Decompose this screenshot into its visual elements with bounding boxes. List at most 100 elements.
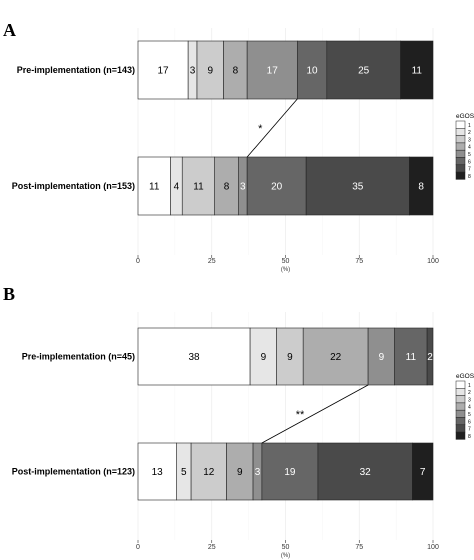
panel-a-segment-label: 3: [240, 182, 246, 193]
panel-b-legend-swatch-2: [455, 388, 466, 396]
panel-a-tick-label: 0: [136, 258, 140, 265]
panel-b-axis-unit: (%): [281, 553, 290, 559]
panel-b-bar-segment-7: [426, 327, 434, 386]
panel-b-label: B: [3, 284, 15, 304]
panel-b-tick-label: 75: [355, 544, 363, 551]
panel-b-legend-swatch-8: [455, 431, 466, 440]
panel-b-bar-segment-3: [276, 327, 304, 386]
panel-a-legend-swatch-8: [455, 171, 466, 180]
panel-b-segment-label: 19: [284, 467, 296, 478]
panel-a-bar-segment-3: [181, 156, 216, 216]
panel-a-segment-label: 20: [271, 182, 283, 193]
panel-a-legend-item: 1: [468, 123, 471, 129]
panel-b-bar-segment-1: [137, 442, 177, 501]
panel-b-category-label: Pre-implementation (n=45): [22, 352, 135, 362]
panel-b-bar-segment-3: [190, 442, 227, 501]
panel-b-significance-marker: **: [296, 409, 305, 421]
panel-a-legend-item: 7: [468, 167, 471, 173]
panel-b-legend-swatch-4: [455, 402, 466, 411]
panel-a-legend-swatch-2: [455, 128, 466, 136]
panel-a-legend-item: 8: [468, 174, 471, 180]
panel-b-legend-item: 3: [468, 397, 471, 403]
panel-a-legend-item: 2: [468, 130, 471, 136]
panel-b-legend-item: 1: [468, 383, 471, 389]
panel-b-bar-segment-2: [249, 327, 277, 386]
panel-b-legend-title: eGOS: [456, 373, 474, 380]
panel-a-segment-label: 17: [158, 66, 170, 77]
panel-b-legend-item: 5: [468, 412, 471, 418]
panel-b-bar-segment-4: [302, 327, 369, 386]
panel-b-legend-swatch-5: [455, 409, 466, 418]
panel-b-legend-swatch-6: [455, 417, 466, 426]
panel-b-segment-label: 9: [261, 352, 267, 363]
panel-b-legend-item: 8: [468, 434, 471, 440]
panel-b-legend-swatch-3: [455, 395, 466, 404]
panel-a-legend-item: 4: [468, 145, 471, 151]
panel-b-legend-item: 6: [468, 419, 471, 425]
panel-a-segment-label: 9: [207, 66, 213, 77]
panel-a-segment-label: 8: [418, 182, 424, 193]
panel-a-segment-label: 3: [190, 66, 196, 77]
panel-a-legend-swatch-6: [455, 157, 466, 166]
panel-a-segment-label: 35: [352, 182, 364, 193]
panel-b-segment-label: 3: [255, 467, 261, 478]
panel-b-segment-label: 7: [420, 467, 426, 478]
panel-b-category-label: Post-implementation (n=123): [12, 467, 135, 477]
panel-b-segment-label: 9: [287, 352, 293, 363]
panel-a-bar-segment-5: [246, 40, 298, 100]
panel-a-legend-item: 6: [468, 159, 471, 165]
panel-a-segment-label: 4: [174, 182, 180, 193]
panel-a-bar-segment-3: [196, 40, 224, 100]
panel-b-legend-swatch-1: [455, 380, 466, 389]
panel-b-legend-item: 4: [468, 405, 471, 411]
panel-a-tick-label: 50: [282, 258, 290, 265]
panel-b-legend-item: 7: [468, 427, 471, 433]
panel-b-bar-segment-7: [317, 442, 413, 501]
panel-a-bar-segment-7: [305, 156, 410, 216]
panel-a-segment-label: 11: [412, 66, 423, 77]
panel-a-significance-marker: *: [258, 123, 263, 135]
panel-a-legend-swatch-5: [455, 149, 466, 158]
panel-a-segment-label: 25: [358, 66, 370, 77]
panel-a-bar-segment-1: [137, 156, 171, 216]
panel-a-bar-segment-7: [326, 40, 401, 100]
panel-a-category-label: Pre-implementation (n=143): [17, 65, 135, 75]
panel-b-tick-label: 50: [282, 544, 290, 551]
panel-b-connector-line: [261, 384, 369, 444]
panel-b-segment-label: 2: [427, 352, 433, 363]
panel-b-legend-swatch-7: [455, 424, 466, 433]
panel-a-connector-line: [246, 98, 298, 158]
panel-a-segment-label: 10: [306, 66, 318, 77]
panel-a-tick-label: 100: [427, 258, 439, 265]
panel-a-legend-swatch-7: [455, 164, 466, 173]
panel-a-label: A: [3, 20, 16, 40]
panel-b-legend-item: 2: [468, 390, 471, 396]
panel-a-axis-unit: (%): [281, 267, 290, 273]
panel-b-segment-label: 22: [330, 352, 342, 363]
panel-b-segment-label: 32: [360, 467, 372, 478]
panel-b-tick-label: 0: [136, 544, 140, 551]
panel-a-bar-segment-6: [246, 156, 307, 216]
panel-a-legend-swatch-1: [455, 120, 466, 129]
panel-a-category-label: Post-implementation (n=153): [12, 181, 135, 191]
panel-b-bar-segment-1: [137, 327, 251, 386]
panel-b-segment-label: 9: [237, 467, 243, 478]
panel-a-tick-label: 75: [355, 258, 363, 265]
panel-b-segment-label: 11: [406, 352, 417, 363]
panel-a-legend-title: eGOS: [456, 113, 474, 120]
panel-a-segment-label: 8: [224, 182, 230, 193]
panel-a-segment-label: 17: [267, 66, 279, 77]
panel-b-segment-label: 5: [181, 467, 187, 478]
panel-a-bar-segment-8: [409, 156, 434, 216]
panel-b-segment-label: 13: [152, 467, 164, 478]
panel-a-legend-swatch-3: [455, 135, 466, 144]
panel-b-segment-label: 12: [203, 467, 215, 478]
panel-a-bar-segment-6: [296, 40, 328, 100]
panel-b-bar-segment-5: [367, 327, 395, 386]
panel-a-segment-label: 11: [149, 182, 160, 193]
panel-b-tick-label: 25: [208, 544, 216, 551]
panel-b-tick-label: 100: [427, 544, 439, 551]
panel-a-legend-swatch-4: [455, 142, 466, 151]
panel-a-tick-label: 25: [208, 258, 216, 265]
